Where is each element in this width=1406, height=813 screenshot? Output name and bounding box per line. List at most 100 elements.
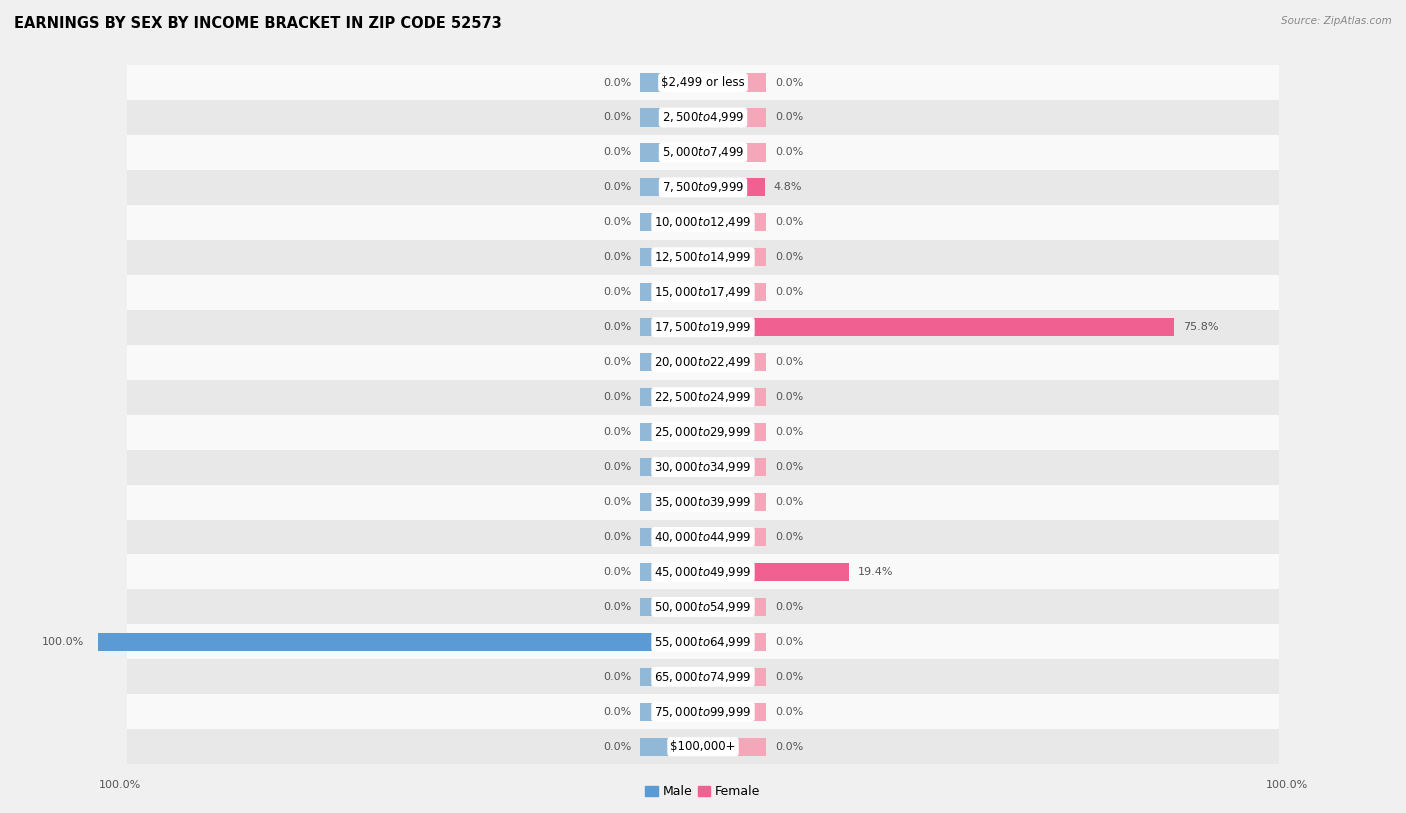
Text: 100.0%: 100.0%: [1265, 780, 1308, 790]
Bar: [127, 170, 1279, 205]
Text: 0.0%: 0.0%: [603, 182, 631, 193]
Bar: [127, 100, 1279, 135]
Text: 100.0%: 100.0%: [42, 637, 84, 647]
Text: 0.0%: 0.0%: [775, 532, 803, 542]
Text: $2,500 to $4,999: $2,500 to $4,999: [662, 111, 744, 124]
Bar: [640, 73, 668, 92]
Bar: [127, 589, 1279, 624]
Bar: [738, 283, 766, 302]
Bar: [127, 380, 1279, 415]
Text: 0.0%: 0.0%: [775, 112, 803, 123]
Text: 75.8%: 75.8%: [1182, 322, 1218, 333]
Bar: [127, 624, 1279, 659]
Bar: [738, 108, 766, 127]
Text: 0.0%: 0.0%: [775, 462, 803, 472]
Text: 4.8%: 4.8%: [773, 182, 803, 193]
Text: 0.0%: 0.0%: [775, 497, 803, 507]
Bar: [127, 520, 1279, 554]
Text: $100,000+: $100,000+: [671, 741, 735, 753]
Bar: [640, 493, 668, 511]
Bar: [640, 598, 668, 616]
Text: 100.0%: 100.0%: [98, 780, 141, 790]
Bar: [127, 729, 1279, 764]
Bar: [127, 659, 1279, 694]
Text: $45,000 to $49,999: $45,000 to $49,999: [654, 565, 752, 579]
Bar: [127, 450, 1279, 485]
Bar: [640, 388, 668, 406]
Text: 0.0%: 0.0%: [775, 77, 803, 88]
Text: 0.0%: 0.0%: [603, 532, 631, 542]
Bar: [640, 423, 668, 441]
Text: 0.0%: 0.0%: [603, 322, 631, 333]
Bar: [640, 528, 668, 546]
Bar: [127, 65, 1279, 100]
Text: $5,000 to $7,499: $5,000 to $7,499: [662, 146, 744, 159]
Text: 0.0%: 0.0%: [603, 112, 631, 123]
Bar: [738, 458, 766, 476]
Text: 0.0%: 0.0%: [775, 672, 803, 682]
Bar: [640, 248, 668, 267]
Text: 0.0%: 0.0%: [603, 77, 631, 88]
Text: 0.0%: 0.0%: [603, 567, 631, 577]
Bar: [127, 415, 1279, 450]
Bar: [738, 143, 766, 162]
Text: 0.0%: 0.0%: [775, 637, 803, 647]
Text: 0.0%: 0.0%: [603, 217, 631, 228]
Bar: [738, 493, 766, 511]
Bar: [738, 178, 765, 197]
Bar: [640, 737, 668, 756]
Text: 0.0%: 0.0%: [603, 602, 631, 612]
Bar: [738, 248, 766, 267]
Bar: [640, 213, 668, 232]
Bar: [738, 702, 766, 721]
Text: 0.0%: 0.0%: [775, 357, 803, 367]
Text: $12,500 to $14,999: $12,500 to $14,999: [654, 250, 752, 264]
Text: 19.4%: 19.4%: [858, 567, 893, 577]
Text: $50,000 to $54,999: $50,000 to $54,999: [654, 600, 752, 614]
Text: $15,000 to $17,499: $15,000 to $17,499: [654, 285, 752, 299]
Text: $25,000 to $29,999: $25,000 to $29,999: [654, 425, 752, 439]
Bar: [640, 318, 668, 337]
Bar: [738, 667, 766, 686]
Bar: [127, 135, 1279, 170]
Bar: [127, 694, 1279, 729]
Bar: [640, 353, 668, 372]
Bar: [127, 554, 1279, 589]
Text: $10,000 to $12,499: $10,000 to $12,499: [654, 215, 752, 229]
Bar: [640, 108, 668, 127]
Bar: [127, 275, 1279, 310]
Text: 0.0%: 0.0%: [775, 147, 803, 158]
Bar: [738, 528, 766, 546]
Text: 0.0%: 0.0%: [603, 147, 631, 158]
Text: Source: ZipAtlas.com: Source: ZipAtlas.com: [1281, 16, 1392, 26]
Bar: [738, 73, 766, 92]
Text: $30,000 to $34,999: $30,000 to $34,999: [654, 460, 752, 474]
Bar: [738, 737, 766, 756]
Text: 0.0%: 0.0%: [775, 741, 803, 752]
Text: $75,000 to $99,999: $75,000 to $99,999: [654, 705, 752, 719]
Text: 0.0%: 0.0%: [775, 217, 803, 228]
Bar: [738, 353, 766, 372]
Text: $7,500 to $9,999: $7,500 to $9,999: [662, 180, 744, 194]
Bar: [738, 213, 766, 232]
Text: 0.0%: 0.0%: [775, 392, 803, 402]
Bar: [738, 598, 766, 616]
Text: $35,000 to $39,999: $35,000 to $39,999: [654, 495, 752, 509]
Text: 0.0%: 0.0%: [603, 462, 631, 472]
Bar: [93, 633, 668, 651]
Bar: [640, 143, 668, 162]
Text: $22,500 to $24,999: $22,500 to $24,999: [654, 390, 752, 404]
Text: 0.0%: 0.0%: [603, 497, 631, 507]
Text: 0.0%: 0.0%: [603, 287, 631, 298]
Bar: [738, 423, 766, 441]
Bar: [640, 563, 668, 581]
Text: 0.0%: 0.0%: [603, 427, 631, 437]
Text: 0.0%: 0.0%: [775, 602, 803, 612]
Text: 0.0%: 0.0%: [603, 672, 631, 682]
Bar: [738, 633, 766, 651]
Text: 0.0%: 0.0%: [775, 706, 803, 717]
Text: $55,000 to $64,999: $55,000 to $64,999: [654, 635, 752, 649]
Bar: [640, 458, 668, 476]
Text: 0.0%: 0.0%: [775, 427, 803, 437]
Text: 0.0%: 0.0%: [603, 252, 631, 263]
